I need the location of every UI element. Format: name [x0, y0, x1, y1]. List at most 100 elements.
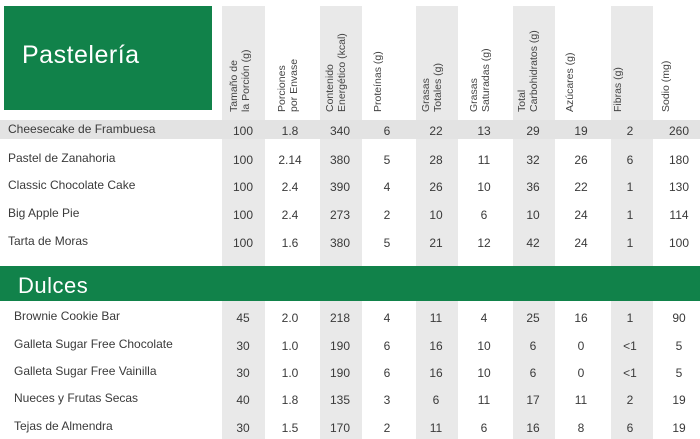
row-label: Cheesecake de Frambuesa [8, 122, 156, 136]
table-cell: 180 [668, 153, 690, 167]
column-shade [513, 6, 555, 439]
column-header-line: Proteínas (g) [372, 51, 384, 112]
table-cell: 2.4 [281, 180, 299, 194]
table-cell: <1 [623, 366, 637, 380]
row-label: Tarta de Moras [8, 234, 89, 248]
column-header: Proteínas (g) [372, 51, 384, 113]
table-cell: 26 [429, 180, 443, 194]
column-header-line: Carbohidratos (g) [528, 30, 540, 112]
table-cell: 260 [668, 124, 690, 138]
table-cell: 30 [236, 421, 250, 435]
table-cell: 6 [383, 124, 391, 138]
table-cell: 13 [477, 124, 491, 138]
table-cell: 6 [480, 208, 488, 222]
table-cell: 45 [236, 311, 250, 325]
table-cell: 100 [668, 236, 690, 250]
column-header-line: Sodio (mg) [660, 60, 672, 112]
table-cell: 11 [477, 393, 491, 407]
table-cell: 1.8 [281, 393, 299, 407]
table-cell: 2 [626, 124, 634, 138]
table-cell: 4 [383, 311, 391, 325]
table-cell: 29 [526, 124, 540, 138]
column-header-label: Azúcares (g) [564, 52, 576, 112]
table-cell: 90 [672, 311, 686, 325]
table-cell: 100 [232, 124, 254, 138]
column-header-line: Fibras (g) [612, 67, 624, 112]
row-label: Tejas de Almendra [14, 419, 113, 433]
table-cell: 100 [232, 180, 254, 194]
column-header: Tamaño de la Porción (g) [228, 50, 252, 113]
column-header-line: Total [516, 89, 528, 112]
row-label: Classic Chocolate Cake [8, 178, 136, 192]
column-header-label: Proteínas (g) [372, 51, 384, 112]
table-cell: 1.0 [281, 366, 299, 380]
row-label: Galleta Sugar Free Vainilla [14, 364, 157, 378]
table-cell: 5 [383, 153, 391, 167]
column-shade [320, 6, 362, 439]
table-cell: 5 [675, 366, 683, 380]
table-cell: 218 [329, 311, 351, 325]
table-cell: 190 [329, 366, 351, 380]
table-cell: 42 [526, 236, 540, 250]
table-cell: 40 [236, 393, 250, 407]
table-cell: 100 [232, 153, 254, 167]
column-header-line: Grasas [420, 78, 432, 112]
table-cell: 2.4 [281, 208, 299, 222]
table-cell: 2 [383, 208, 391, 222]
table-cell: 25 [526, 311, 540, 325]
section-header-dulces [0, 266, 700, 301]
column-header: Grasas Saturadas (g) [468, 48, 492, 113]
column-shade [416, 6, 458, 439]
row-label: Big Apple Pie [8, 206, 80, 220]
table-cell: 12 [477, 236, 491, 250]
table-cell: 17 [526, 393, 540, 407]
table-cell: 32 [526, 153, 540, 167]
column-header: Sodio (mg) [660, 61, 672, 113]
highlight-row [0, 120, 700, 139]
row-label: Brownie Cookie Bar [14, 309, 121, 323]
table-cell: 6 [383, 366, 391, 380]
column-header-line: Tamaño de [228, 60, 240, 112]
table-cell: 11 [477, 153, 491, 167]
column-header-label: Total Carbohidratos (g) [516, 30, 540, 112]
table-cell: 22 [574, 180, 588, 194]
section-title: Dulces [18, 273, 89, 298]
table-cell: 10 [526, 208, 540, 222]
column-shade [611, 6, 653, 439]
table-cell: 5 [675, 339, 683, 353]
table-cell: 16 [429, 339, 443, 353]
table-cell: 340 [329, 124, 351, 138]
table-cell: 30 [236, 339, 250, 353]
table-cell: 0 [577, 366, 585, 380]
table-cell: 6 [626, 153, 634, 167]
table-cell: 6 [480, 421, 488, 435]
table-cell: <1 [623, 339, 637, 353]
column-header-line: por Envase [288, 58, 300, 112]
table-cell: 380 [329, 153, 351, 167]
table-cell: 5 [383, 236, 391, 250]
table-cell: 1.6 [281, 236, 299, 250]
table-cell: 135 [329, 393, 351, 407]
column-header-label: Contenido Energético (kcal) [324, 33, 348, 112]
table-cell: 0 [577, 339, 585, 353]
row-label: Nueces y Frutas Secas [14, 391, 139, 405]
table-cell: 4 [480, 311, 488, 325]
table-cell: 30 [236, 366, 250, 380]
section-title: Pastelería [22, 41, 140, 69]
column-header-label: Grasas Totales (g) [420, 63, 444, 112]
table-cell: 10 [429, 208, 443, 222]
table-cell: 6 [529, 366, 537, 380]
table-cell: 16 [574, 311, 588, 325]
table-cell: 4 [383, 180, 391, 194]
column-header-label: Grasas Saturadas (g) [468, 48, 492, 112]
column-header: Fibras (g) [612, 67, 624, 113]
table-cell: 100 [232, 208, 254, 222]
column-header-line: Azúcares (g) [564, 52, 576, 112]
table-cell: 26 [574, 153, 588, 167]
table-cell: 380 [329, 236, 351, 250]
table-cell: 3 [383, 393, 391, 407]
table-cell: 6 [529, 339, 537, 353]
table-cell: 1.8 [281, 124, 299, 138]
column-header-line: la Porción (g) [240, 49, 252, 112]
column-header-line: Porciones [276, 65, 288, 112]
